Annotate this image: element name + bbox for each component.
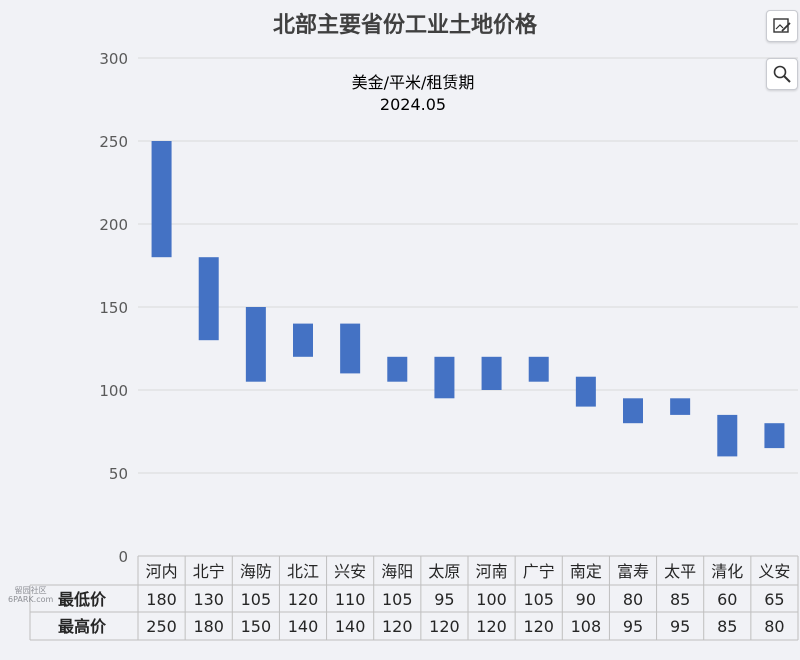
watermark-line-2: 6PARK.com xyxy=(8,595,54,604)
chart-title: 北部主要省份工业土地价格 xyxy=(273,12,538,38)
range-bar xyxy=(434,356,455,399)
table-row-header: 最低价 xyxy=(58,590,107,609)
grid-lines xyxy=(138,57,798,474)
x-category-label: 兴安 xyxy=(334,562,366,581)
data-table-value: 150 xyxy=(241,617,272,636)
range-bar xyxy=(293,323,313,357)
data-table-value: 140 xyxy=(335,617,366,636)
range-bar xyxy=(717,414,738,457)
chart-subtitle-date: 2024.05 xyxy=(380,95,446,114)
data-table-value: 85 xyxy=(717,617,737,636)
data-table-value: 105 xyxy=(523,590,554,609)
y-tick-label: 150 xyxy=(99,299,128,317)
range-bar xyxy=(528,356,549,382)
range-bar xyxy=(198,257,219,341)
data-table-value: 95 xyxy=(623,617,643,636)
y-tick-label: 250 xyxy=(99,133,128,151)
data-table-value: 108 xyxy=(571,617,602,636)
data-table-value: 130 xyxy=(193,590,224,609)
bars xyxy=(151,141,785,457)
data-table-value: 60 xyxy=(717,590,737,609)
search-button[interactable] xyxy=(766,58,798,90)
data-table-value: 90 xyxy=(576,590,596,609)
x-category-label: 河南 xyxy=(476,562,508,581)
range-bar xyxy=(387,356,408,382)
data-table-value: 140 xyxy=(288,617,319,636)
watermark-line-1: 留园社区 xyxy=(14,586,47,595)
y-axis-ticks: 0 50 100 150 200 250 300 xyxy=(99,50,128,566)
x-category-label: 北宁 xyxy=(193,562,225,581)
x-category-label: 海防 xyxy=(240,562,272,581)
data-table-value: 120 xyxy=(523,617,554,636)
data-table-value: 95 xyxy=(434,590,454,609)
x-category-label: 北江 xyxy=(287,562,319,581)
data-table-value: 105 xyxy=(241,590,272,609)
data-table-value: 120 xyxy=(429,617,460,636)
range-bar xyxy=(623,398,643,424)
range-bar xyxy=(340,323,361,374)
data-table-value: 250 xyxy=(146,617,177,636)
data-table-value: 120 xyxy=(476,617,507,636)
data-table-value: 80 xyxy=(623,590,643,609)
range-bar xyxy=(245,307,266,382)
x-category-label: 广宁 xyxy=(523,562,555,581)
y-tick-label: 50 xyxy=(109,465,128,483)
x-category-label: 义安 xyxy=(758,562,790,581)
y-tick-label: 300 xyxy=(99,50,128,68)
watermark: 留园社区 6PARK.com xyxy=(8,586,53,604)
range-bar xyxy=(764,423,785,449)
table-row-header: 最高价 xyxy=(58,617,107,636)
data-table-value: 180 xyxy=(146,590,177,609)
image-edit-button[interactable] xyxy=(766,10,798,42)
image-edit-icon xyxy=(773,18,791,33)
x-category-label: 清化 xyxy=(711,562,743,581)
data-table-value: 100 xyxy=(476,590,507,609)
x-category-label: 太平 xyxy=(664,562,696,581)
data-table-value: 85 xyxy=(670,590,690,609)
data-table-value: 180 xyxy=(193,617,224,636)
x-category-label: 太原 xyxy=(428,562,460,581)
y-tick-label: 100 xyxy=(99,382,128,400)
x-category-label: 富寿 xyxy=(617,562,649,581)
data-table-value: 65 xyxy=(764,590,784,609)
data-table-value: 80 xyxy=(764,617,784,636)
range-bar xyxy=(670,398,691,415)
data-table-value: 120 xyxy=(382,617,413,636)
range-bar xyxy=(151,141,172,258)
data-table-value: 105 xyxy=(382,590,413,609)
data-table-value: 95 xyxy=(670,617,690,636)
search-icon xyxy=(773,65,791,83)
x-category-label: 南定 xyxy=(570,562,602,581)
chart-subtitle-unit: 美金/平米/租赁期 xyxy=(352,73,475,92)
data-table-value: 120 xyxy=(288,590,319,609)
range-bar xyxy=(575,376,596,407)
y-tick-label: 0 xyxy=(118,548,128,566)
range-bar xyxy=(481,356,502,390)
y-tick-label: 200 xyxy=(99,216,128,234)
x-category-label: 河内 xyxy=(146,562,178,581)
data-table-value: 110 xyxy=(335,590,366,609)
x-category-label: 海阳 xyxy=(381,562,413,581)
